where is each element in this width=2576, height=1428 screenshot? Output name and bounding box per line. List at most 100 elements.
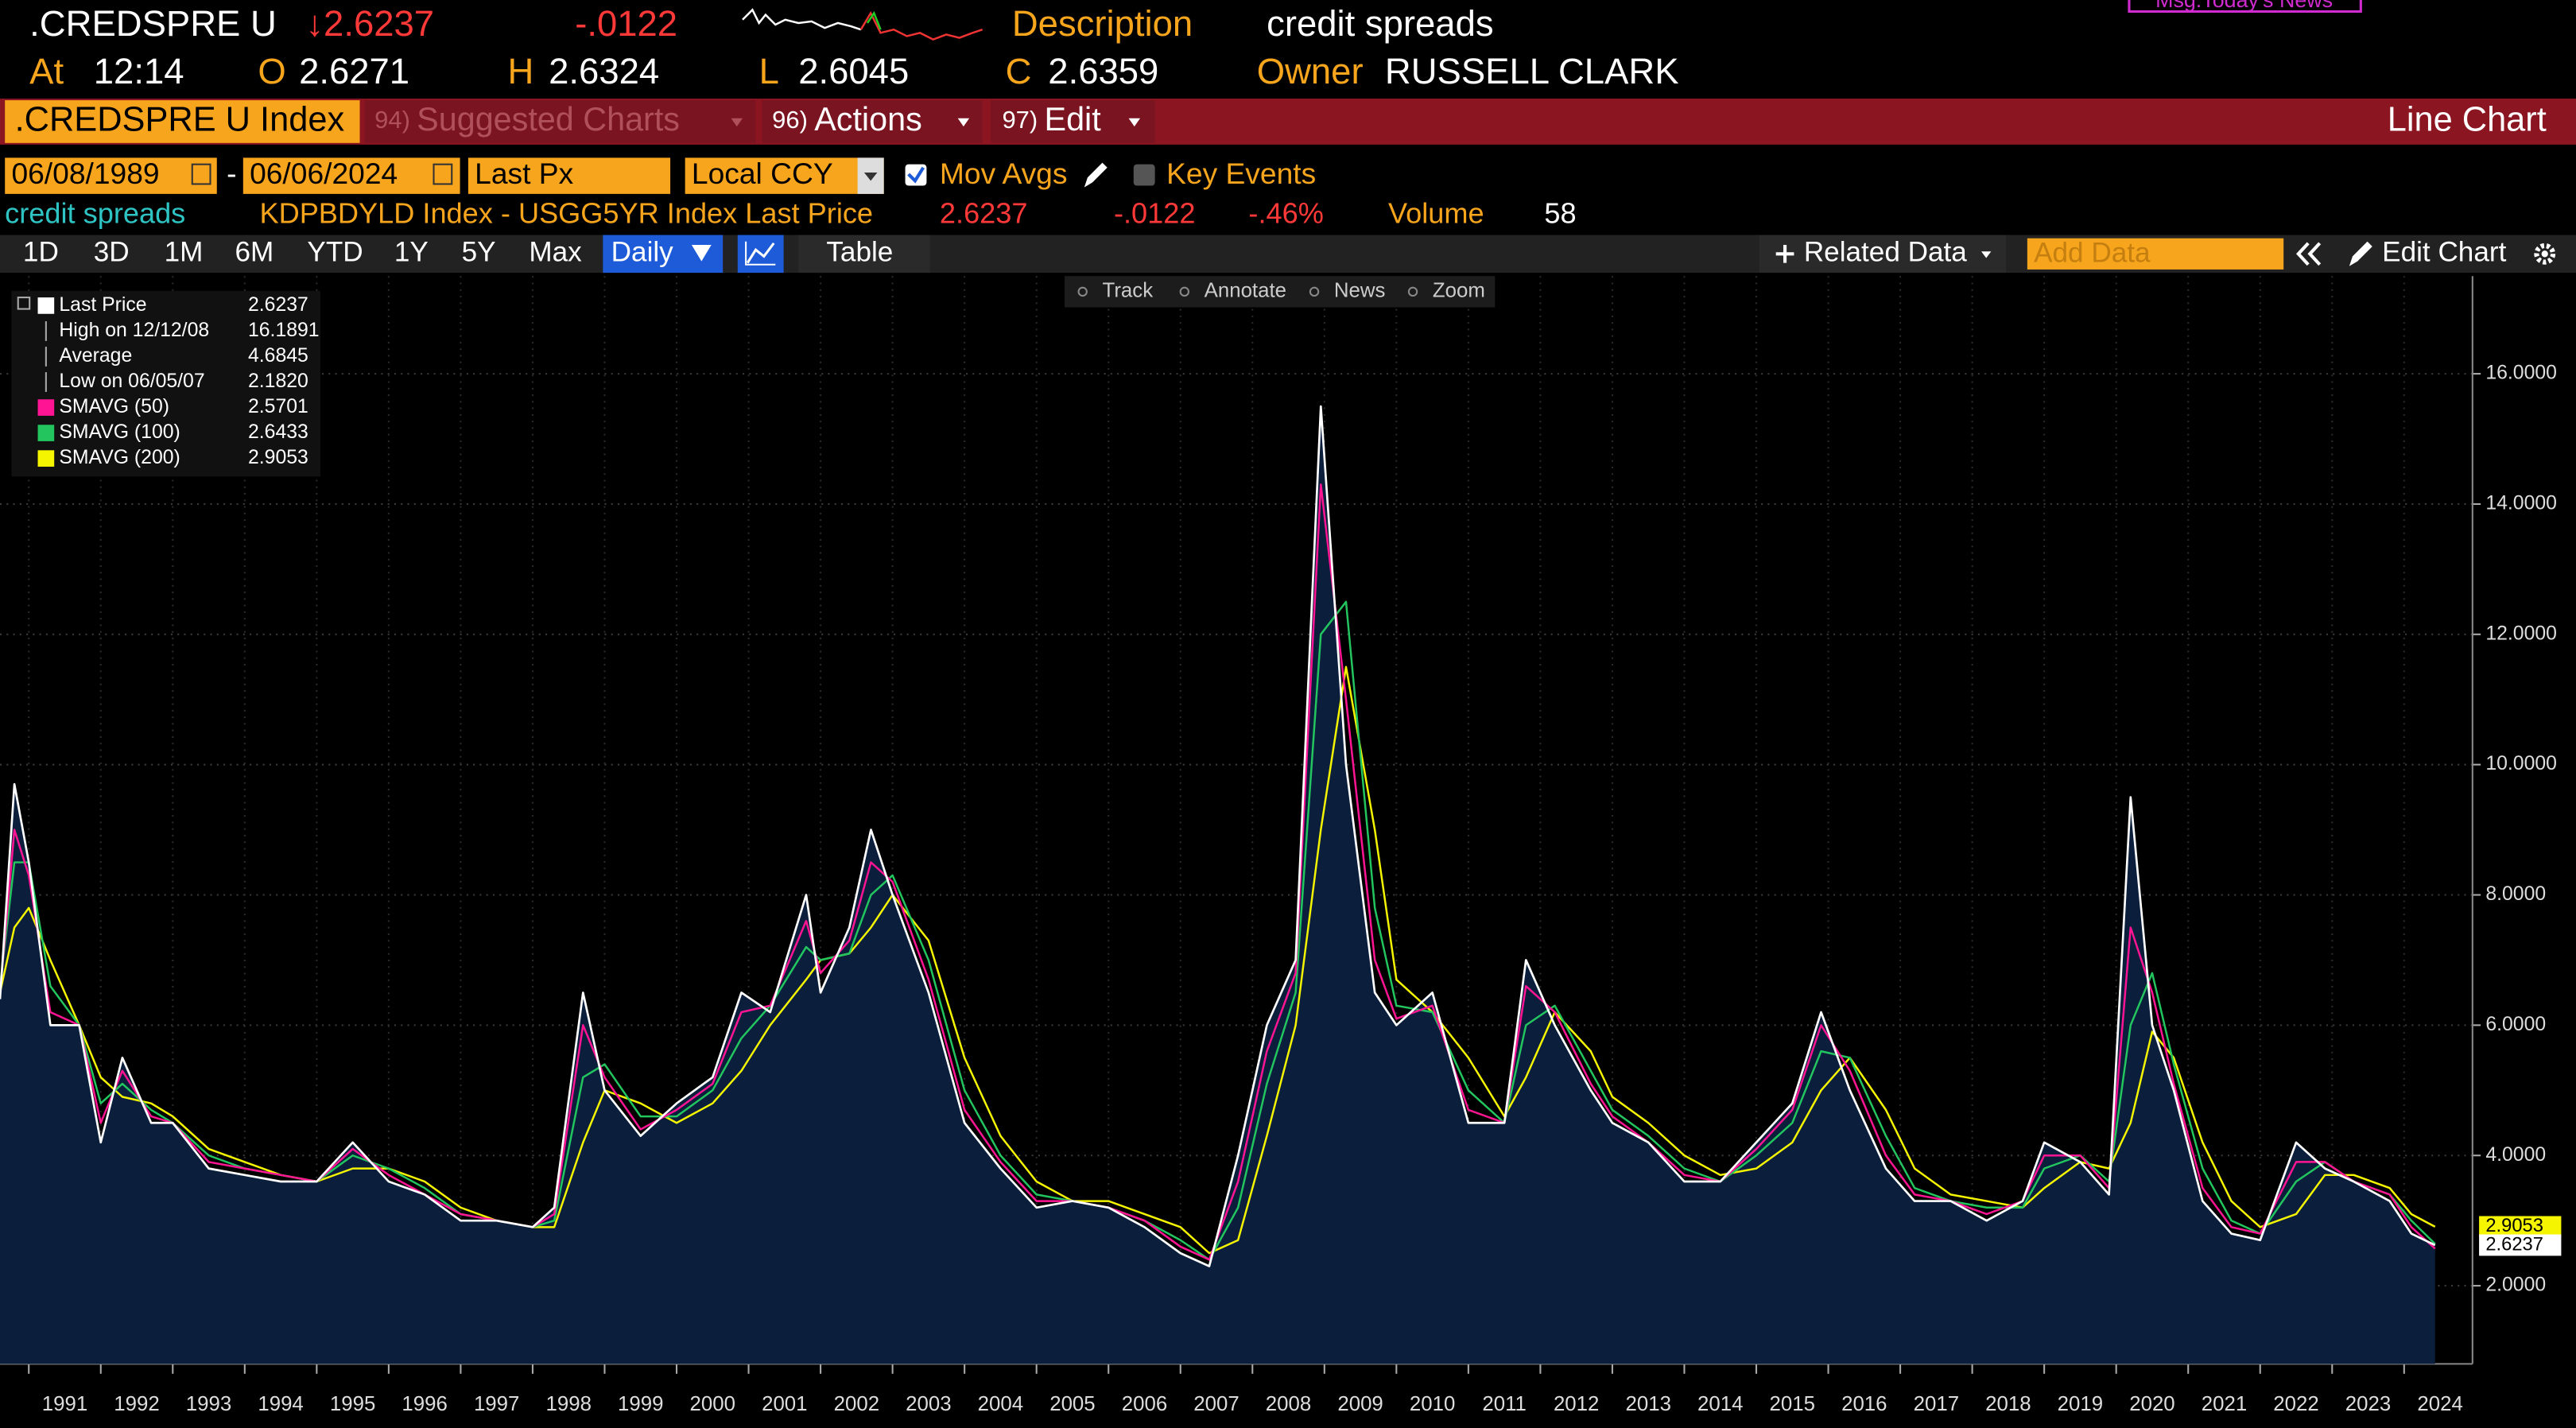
add-data-box[interactable] <box>2027 238 2284 270</box>
pencil-icon[interactable] <box>1084 162 1108 188</box>
chart: 2.0000 4.0000 6.0000 8.0000 10.0000 12.0000 14… <box>0 276 2562 1415</box>
legend-label: Low on 06/05/07 <box>59 371 204 392</box>
period-button[interactable]: 1D <box>23 237 59 268</box>
description-label: Description <box>1012 3 1193 44</box>
legend-swatch <box>37 399 55 416</box>
period-buttons: 1D 3D 1M 6M YTD 1Y 5Y Max <box>23 237 582 268</box>
y-tick-label: 10.0000 <box>2485 753 2557 774</box>
x-tick-label: 2015 <box>1770 1393 1815 1415</box>
info-change: -.0122 <box>1114 196 1196 229</box>
chart-icon <box>745 241 776 266</box>
y-tick-label: 12.0000 <box>2485 623 2557 644</box>
period-button[interactable]: 3D <box>94 237 130 268</box>
settings-icon <box>2541 250 2548 258</box>
info-change-pct: -.46% <box>1248 196 1323 229</box>
x-tick-label: 2006 <box>1122 1393 1167 1415</box>
last-value-tag <box>2479 1234 2562 1256</box>
date-separator: - <box>227 157 236 190</box>
currency-box[interactable] <box>685 157 884 194</box>
end-date-box[interactable] <box>242 157 460 194</box>
period-button[interactable]: 1M <box>165 237 204 268</box>
period-button[interactable]: 5Y <box>462 237 496 268</box>
x-tick-label: 2004 <box>978 1393 1023 1415</box>
table-button[interactable] <box>798 235 930 274</box>
edit-chart[interactable]: Edit Chart <box>2382 237 2506 268</box>
menu-label: 94) Suggested Charts <box>374 101 680 138</box>
series-line <box>0 405 2436 1267</box>
calendar-icon[interactable] <box>191 163 211 185</box>
chart-tools <box>1064 276 1496 308</box>
x-tick-label: 2016 <box>1841 1393 1887 1415</box>
period-button[interactable]: Max <box>529 237 582 268</box>
x-tick-label: 1998 <box>545 1393 591 1415</box>
x-tick-label: 2002 <box>834 1393 879 1415</box>
tool-button[interactable]: Track <box>1103 280 1154 302</box>
x-tick-label: 2017 <box>1914 1393 1959 1415</box>
x-tick-label: 2010 <box>1410 1393 1455 1415</box>
low: 2.6045 <box>798 51 909 91</box>
legend-label: High on 12/12/08 <box>59 320 209 341</box>
chart-name: credit spreads <box>5 196 185 229</box>
legend-label: SMAVG (100) <box>59 421 180 443</box>
series-line <box>0 665 2436 1255</box>
x-tick-label: 2014 <box>1697 1393 1743 1415</box>
sparkline <box>742 8 862 31</box>
menu-text: Suggested Charts <box>417 101 680 138</box>
news-tag[interactable] <box>2128 0 2362 14</box>
y-tick-label: 2.0000 <box>2485 1275 2546 1296</box>
period-button[interactable]: YTD <box>307 237 363 268</box>
open: 2.6271 <box>299 51 409 91</box>
period-button[interactable]: 1Y <box>394 237 429 268</box>
x-tick-label: 1993 <box>186 1393 231 1415</box>
menu-text: Edit <box>1045 101 1102 138</box>
last-value-label: 2.9053 <box>2485 1215 2543 1236</box>
x-tick-label: 1994 <box>258 1393 303 1415</box>
period-button[interactable]: 6M <box>235 237 274 268</box>
x-tick-label: 1999 <box>618 1393 663 1415</box>
calendar-icon[interactable] <box>433 163 453 185</box>
tool-button[interactable]: Zoom <box>1433 280 1485 302</box>
legend-label: SMAVG (50) <box>59 396 169 417</box>
settings-icon[interactable] <box>2534 243 2556 265</box>
x-tick-label: 2021 <box>2202 1393 2247 1415</box>
menu-label: 96) Actions <box>772 101 922 138</box>
security-box[interactable] <box>5 100 360 143</box>
owner-label: Owner <box>1257 51 1364 91</box>
key-events-checkbox[interactable] <box>1133 164 1155 186</box>
x-tick-label: 2013 <box>1625 1393 1670 1415</box>
x-tick-label: 2001 <box>762 1393 807 1415</box>
view-name: Line Chart <box>2388 100 2547 138</box>
collapse-icon[interactable] <box>2295 242 2322 266</box>
related-data-button[interactable] <box>1759 235 2006 274</box>
legend-collapse[interactable] <box>17 297 31 310</box>
key-events: Key Events <box>1166 157 1316 190</box>
x-tick-label: 2012 <box>1554 1393 1599 1415</box>
x-tick-label: 2003 <box>906 1393 951 1415</box>
sparkline <box>866 10 882 30</box>
net-change: -.0122 <box>575 3 677 44</box>
menu-button[interactable] <box>364 100 756 143</box>
ticker: .CREDSPRE U <box>29 3 277 44</box>
menu-text: Actions <box>814 101 922 138</box>
x-tick-label: 2024 <box>2417 1393 2462 1415</box>
legend <box>11 290 320 477</box>
info-last: 2.6237 <box>940 196 1028 229</box>
field-box[interactable] <box>467 157 671 194</box>
related-data: Related Data <box>1804 237 1967 268</box>
start-date-box[interactable] <box>5 157 217 194</box>
menu-button[interactable] <box>990 100 1155 143</box>
legend-swatch <box>37 297 55 314</box>
menu-number: 97) <box>1002 106 1038 134</box>
table: Table <box>826 237 893 268</box>
end-date: 06/06/2024 <box>250 157 398 190</box>
mov-avgs: Mov Avgs <box>940 157 1068 190</box>
high-label: H <box>507 51 533 91</box>
open-label: O <box>258 51 285 91</box>
x-tick-label: 1992 <box>114 1393 159 1415</box>
tool-button[interactable]: News <box>1334 280 1386 302</box>
dropdown-arrow <box>691 244 712 262</box>
chart-icon <box>746 242 775 264</box>
tool-button[interactable]: Annotate <box>1205 280 1286 302</box>
menu-button[interactable] <box>762 100 983 143</box>
